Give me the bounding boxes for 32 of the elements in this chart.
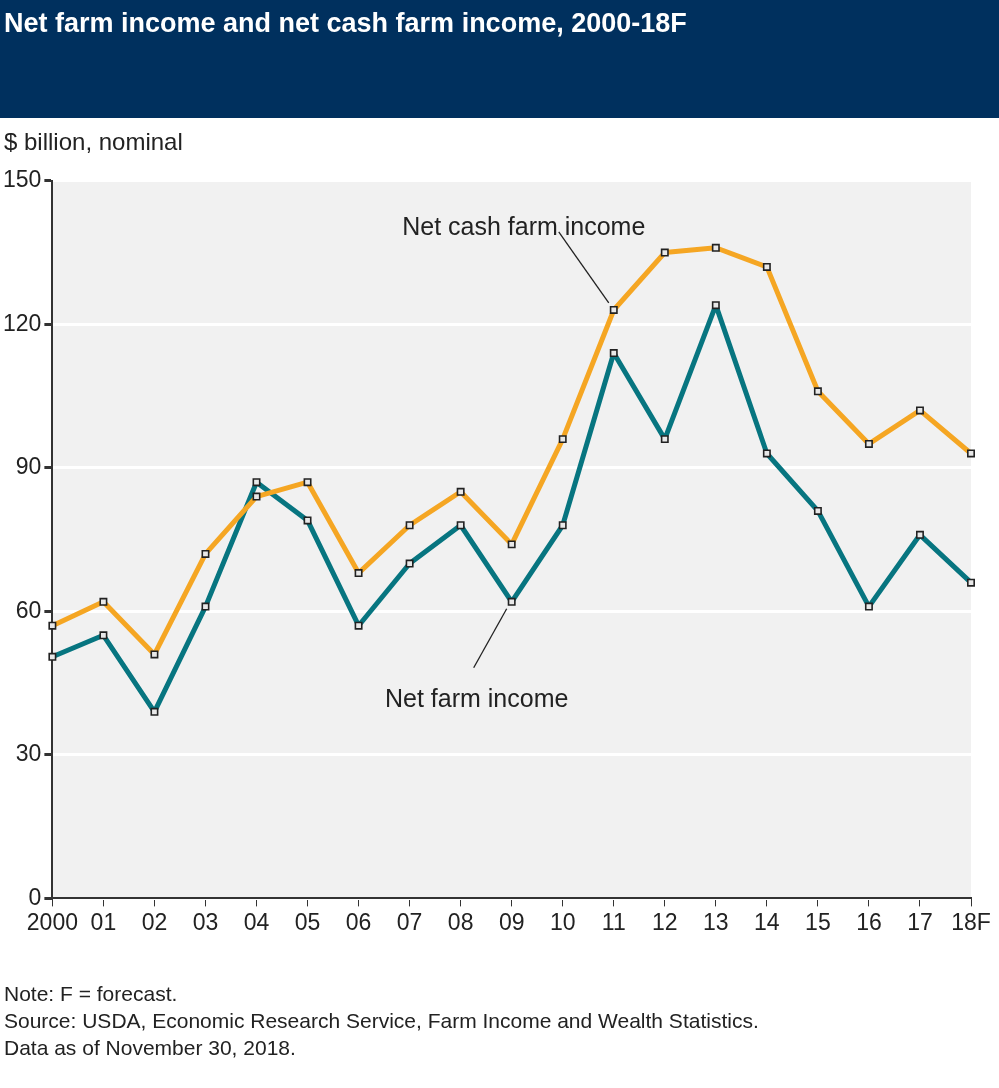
x-tick-label: 05 [294, 908, 321, 935]
y-tick-label: 60 [15, 596, 42, 623]
text: Note: F = forecast. [4, 981, 179, 1007]
x-tick-label: 06 [345, 908, 372, 935]
legend-label: Net farm income [384, 683, 569, 712]
x-tick-label: 16 [856, 908, 882, 935]
chart-title: Net farm income and net cash farm income, 2000-18F [0, 0, 999, 118]
x-tick-label: 04 [243, 908, 270, 935]
x-tick-label: 14 [754, 908, 780, 935]
x-tick-label: 02 [141, 908, 168, 935]
y-tick-label: 0 [28, 883, 42, 910]
y-tick-label: 120 [3, 309, 42, 336]
x-tick-label: 2000 [26, 908, 78, 935]
text: Data as of November 30, 2018. [4, 1035, 297, 1061]
x-tick-label: 01 [90, 908, 117, 935]
y-tick-label: 30 [15, 740, 42, 767]
series-label: Net cash farm income [402, 211, 646, 240]
x-tick-label: 09 [498, 908, 525, 935]
y-tick-label: 90 [15, 453, 42, 480]
y-tick-label: 150 [3, 166, 42, 193]
x-tick-label: 18F [951, 908, 991, 935]
y-axis-title: $ billion, nominal [3, 127, 184, 157]
x-tick-label: 13 [703, 908, 729, 935]
x-tick-label: 07 [396, 908, 423, 935]
x-tick-label: 11 [601, 908, 626, 935]
x-tick-label: 17 [907, 908, 933, 935]
source-note: Source: USDA, Economic Research Service, Farm Income and Wealth Statistics. [4, 1008, 760, 1034]
x-tick-label: 10 [549, 908, 576, 935]
x-tick-label: 15 [805, 908, 831, 935]
x-tick-label: 08 [447, 908, 474, 935]
x-tick-label: 12 [651, 908, 678, 935]
x-tick-label: 03 [192, 908, 219, 935]
